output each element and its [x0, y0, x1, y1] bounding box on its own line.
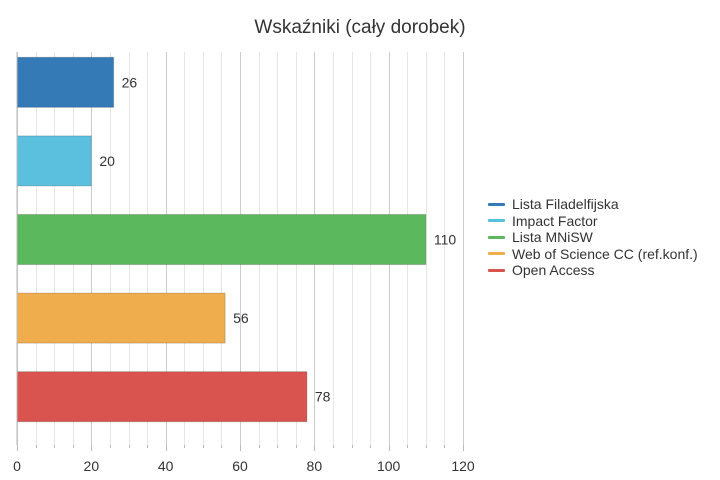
legend-label: Open Access — [512, 262, 595, 279]
bar-lista-mnisw[interactable] — [16, 214, 427, 265]
legend-swatch — [488, 202, 505, 206]
bar-open-access[interactable] — [16, 371, 308, 423]
data-label: 20 — [99, 153, 115, 169]
x-tick-label: 40 — [158, 458, 174, 474]
bar-lista-filadelfijska[interactable] — [16, 56, 115, 108]
legend-item[interactable]: Web of Science CC (ref.konf.) — [488, 246, 698, 263]
bar-impact-factor[interactable] — [16, 135, 92, 187]
data-label: 110 — [434, 232, 457, 248]
legend-swatch — [488, 235, 505, 239]
legend-swatch — [488, 252, 505, 256]
bars — [16, 56, 427, 423]
data-label: 26 — [122, 74, 138, 90]
x-tick-label: 120 — [451, 458, 475, 474]
legend-label: Impact Factor — [512, 212, 598, 229]
x-tick-label: 20 — [84, 458, 100, 474]
legend: Lista Filadelfijska Impact Factor Lista MN… — [488, 196, 698, 279]
data-labels: 26 20 110 56 78 — [99, 74, 456, 404]
legend-item[interactable]: Lista Filadelfijska — [488, 196, 698, 213]
x-axis-ticks: 0 20 40 60 80 100 120 — [13, 458, 475, 474]
legend-item[interactable]: Lista MNiSW — [488, 229, 698, 246]
legend-label: Web of Science CC (ref.konf.) — [512, 245, 698, 262]
x-tick-label: 0 — [13, 458, 21, 474]
legend-label: Lista MNiSW — [512, 229, 593, 246]
legend-item[interactable]: Impact Factor — [488, 213, 698, 230]
x-tick-label: 100 — [377, 458, 401, 474]
data-label: 56 — [233, 310, 249, 326]
legend-label: Lista Filadelfijska — [512, 196, 619, 213]
legend-item[interactable]: Open Access — [488, 262, 698, 279]
x-tick-label: 60 — [232, 458, 248, 474]
chart-title: Wskaźniki (cały dorobek) — [254, 17, 466, 38]
data-label: 78 — [315, 389, 331, 405]
bar-web-of-science-cc-ref-konf[interactable] — [16, 292, 226, 344]
legend-swatch — [488, 268, 505, 272]
x-tick-label: 80 — [307, 458, 323, 474]
legend-swatch — [488, 219, 505, 223]
